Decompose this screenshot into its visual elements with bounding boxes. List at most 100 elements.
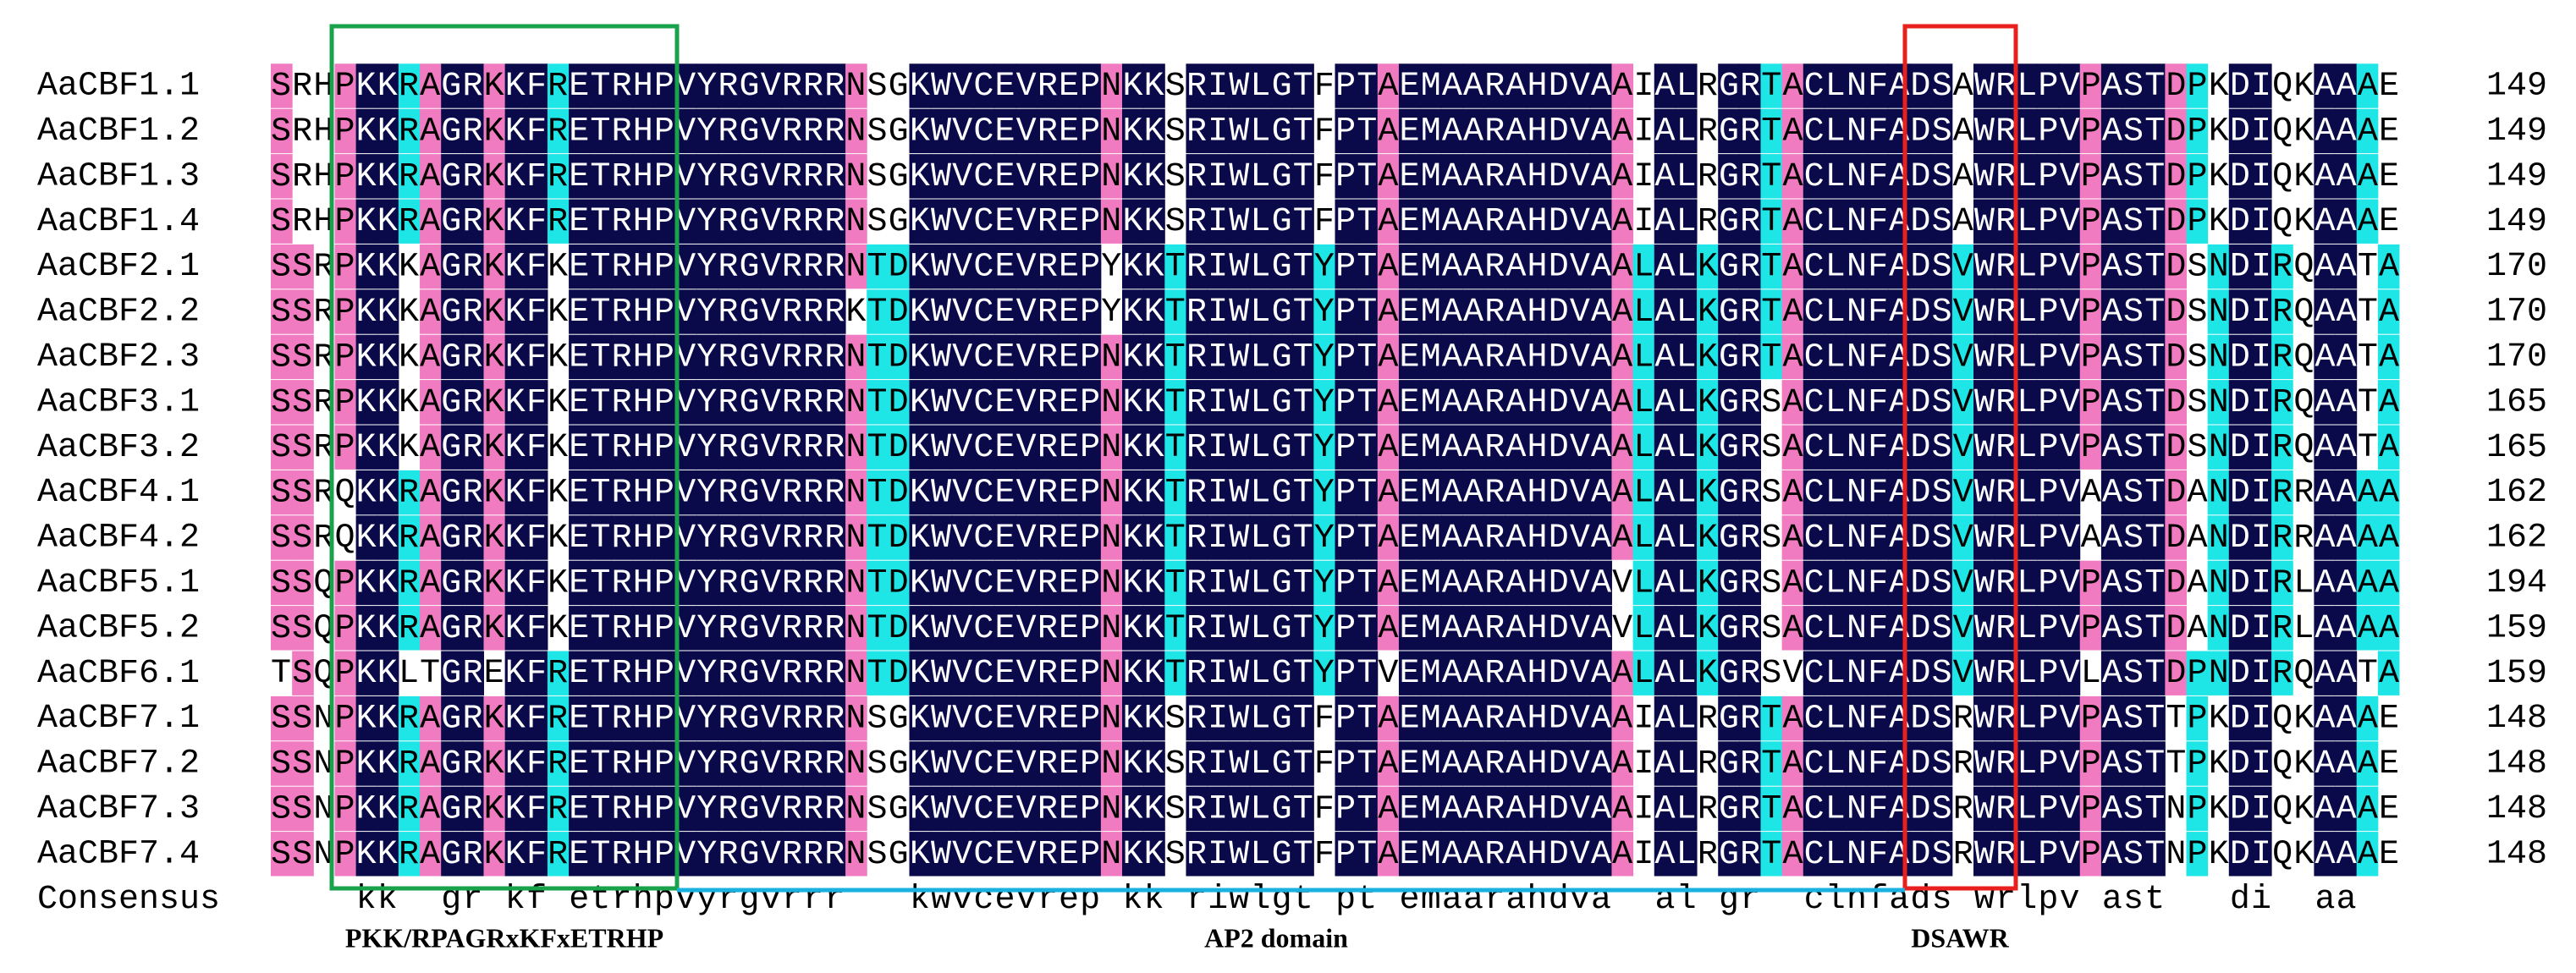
residue-highlight bbox=[441, 786, 463, 832]
residue-highlight bbox=[398, 515, 421, 560]
residue-highlight bbox=[590, 741, 612, 786]
residue-highlight bbox=[718, 832, 740, 877]
residue-highlight bbox=[845, 199, 867, 244]
residue-highlight bbox=[802, 108, 825, 154]
residue-highlight bbox=[994, 244, 1016, 289]
residue-highlight bbox=[909, 63, 932, 108]
residue-highlight bbox=[611, 470, 634, 515]
residue-highlight bbox=[547, 651, 570, 695]
residue-highlight bbox=[271, 244, 293, 289]
residue-highlight bbox=[951, 695, 974, 741]
residue-highlight bbox=[802, 651, 825, 695]
sequence-name: AaCBF2.2 bbox=[37, 294, 200, 332]
residue-highlight bbox=[334, 380, 357, 425]
residue-highlight bbox=[355, 741, 378, 786]
residue-highlight bbox=[930, 154, 953, 199]
residue-highlight bbox=[377, 244, 399, 289]
residue-highlight bbox=[909, 154, 932, 199]
residue-highlight bbox=[930, 199, 953, 244]
residue-highlight bbox=[504, 334, 527, 380]
residue-highlight bbox=[420, 515, 442, 560]
residue-highlight bbox=[441, 606, 463, 651]
residue-highlight bbox=[334, 786, 357, 832]
residue-highlight bbox=[760, 515, 783, 560]
residue-highlight bbox=[441, 380, 463, 425]
residue-highlight bbox=[504, 63, 527, 108]
residue-highlight bbox=[909, 108, 932, 154]
residue-highlight bbox=[951, 515, 974, 560]
residue-highlight bbox=[972, 334, 995, 380]
residue-highlight bbox=[930, 425, 953, 470]
residue-highlight bbox=[718, 199, 740, 244]
residue-highlight bbox=[292, 741, 314, 786]
residue-highlight bbox=[420, 832, 442, 877]
residue-highlight bbox=[653, 334, 676, 380]
residue-highlight bbox=[420, 380, 442, 425]
residue-highlight bbox=[632, 560, 655, 606]
residue-highlight bbox=[547, 63, 570, 108]
residue-highlight bbox=[994, 199, 1016, 244]
residue-highlight bbox=[760, 289, 783, 334]
residue-highlight bbox=[504, 154, 527, 199]
sequence: SRHPKKRAGRKKFRETRHPVYRGVRRRNSGKWVCEVREPN… bbox=[271, 157, 2399, 195]
residue-highlight bbox=[930, 63, 953, 108]
residue-highlight bbox=[504, 606, 527, 651]
residue-highlight bbox=[441, 154, 463, 199]
sequence-name: AaCBF4.1 bbox=[37, 474, 200, 512]
residue-highlight bbox=[271, 470, 293, 515]
residue-highlight bbox=[355, 154, 378, 199]
residue-highlight bbox=[823, 289, 846, 334]
residue-highlight bbox=[696, 334, 718, 380]
residue-highlight bbox=[632, 154, 655, 199]
sequence-length: 162 bbox=[2486, 474, 2547, 512]
residue-highlight bbox=[802, 199, 825, 244]
residue-highlight bbox=[845, 63, 867, 108]
residue-highlight bbox=[994, 63, 1016, 108]
residue-highlight bbox=[909, 425, 932, 470]
residue-highlight bbox=[972, 786, 995, 832]
residue-highlight bbox=[441, 334, 463, 380]
residue-highlight bbox=[972, 651, 995, 695]
residue-highlight bbox=[504, 199, 527, 244]
residue-highlight bbox=[590, 154, 612, 199]
residue-highlight bbox=[739, 560, 761, 606]
residue-highlight bbox=[909, 651, 932, 695]
residue-highlight bbox=[441, 695, 463, 741]
residue-highlight bbox=[972, 470, 995, 515]
residue-highlight bbox=[590, 515, 612, 560]
sequence-length: 148 bbox=[2486, 745, 2547, 783]
residue-highlight bbox=[930, 741, 953, 786]
residue-highlight bbox=[930, 244, 953, 289]
residue-highlight bbox=[823, 244, 846, 289]
residue-highlight bbox=[760, 606, 783, 651]
residue-highlight bbox=[611, 63, 634, 108]
residue-highlight bbox=[867, 289, 889, 334]
residue-highlight bbox=[739, 108, 761, 154]
residue-highlight bbox=[547, 199, 570, 244]
residue-highlight bbox=[292, 786, 314, 832]
residue-highlight bbox=[377, 606, 399, 651]
sequence: SRHPKKRAGRKKFRETRHPVYRGVRRRNSGKWVCEVREPN… bbox=[271, 68, 2399, 106]
residue-highlight bbox=[909, 515, 932, 560]
residue-highlight bbox=[462, 108, 484, 154]
residue-highlight bbox=[483, 63, 506, 108]
residue-highlight bbox=[909, 244, 932, 289]
sequence-name: AaCBF4.2 bbox=[37, 519, 200, 558]
residue-highlight bbox=[377, 380, 399, 425]
residue-highlight bbox=[271, 515, 293, 560]
residue-highlight bbox=[845, 560, 867, 606]
residue-highlight bbox=[760, 425, 783, 470]
residue-highlight bbox=[547, 695, 570, 741]
residue-highlight bbox=[334, 154, 357, 199]
residue-highlight bbox=[696, 108, 718, 154]
residue-highlight bbox=[1016, 470, 1038, 515]
residue-highlight bbox=[802, 832, 825, 877]
residue-highlight bbox=[802, 380, 825, 425]
residue-highlight bbox=[909, 741, 932, 786]
residue-highlight bbox=[1016, 199, 1038, 244]
sequence: SSRPKKKAGRKKFKETRHPVYRGVRRRNTDKWVCEVREPN… bbox=[271, 429, 2399, 467]
residue-highlight bbox=[420, 741, 442, 786]
sequence-name: AaCBF3.2 bbox=[37, 429, 200, 467]
residue-highlight bbox=[653, 741, 676, 786]
